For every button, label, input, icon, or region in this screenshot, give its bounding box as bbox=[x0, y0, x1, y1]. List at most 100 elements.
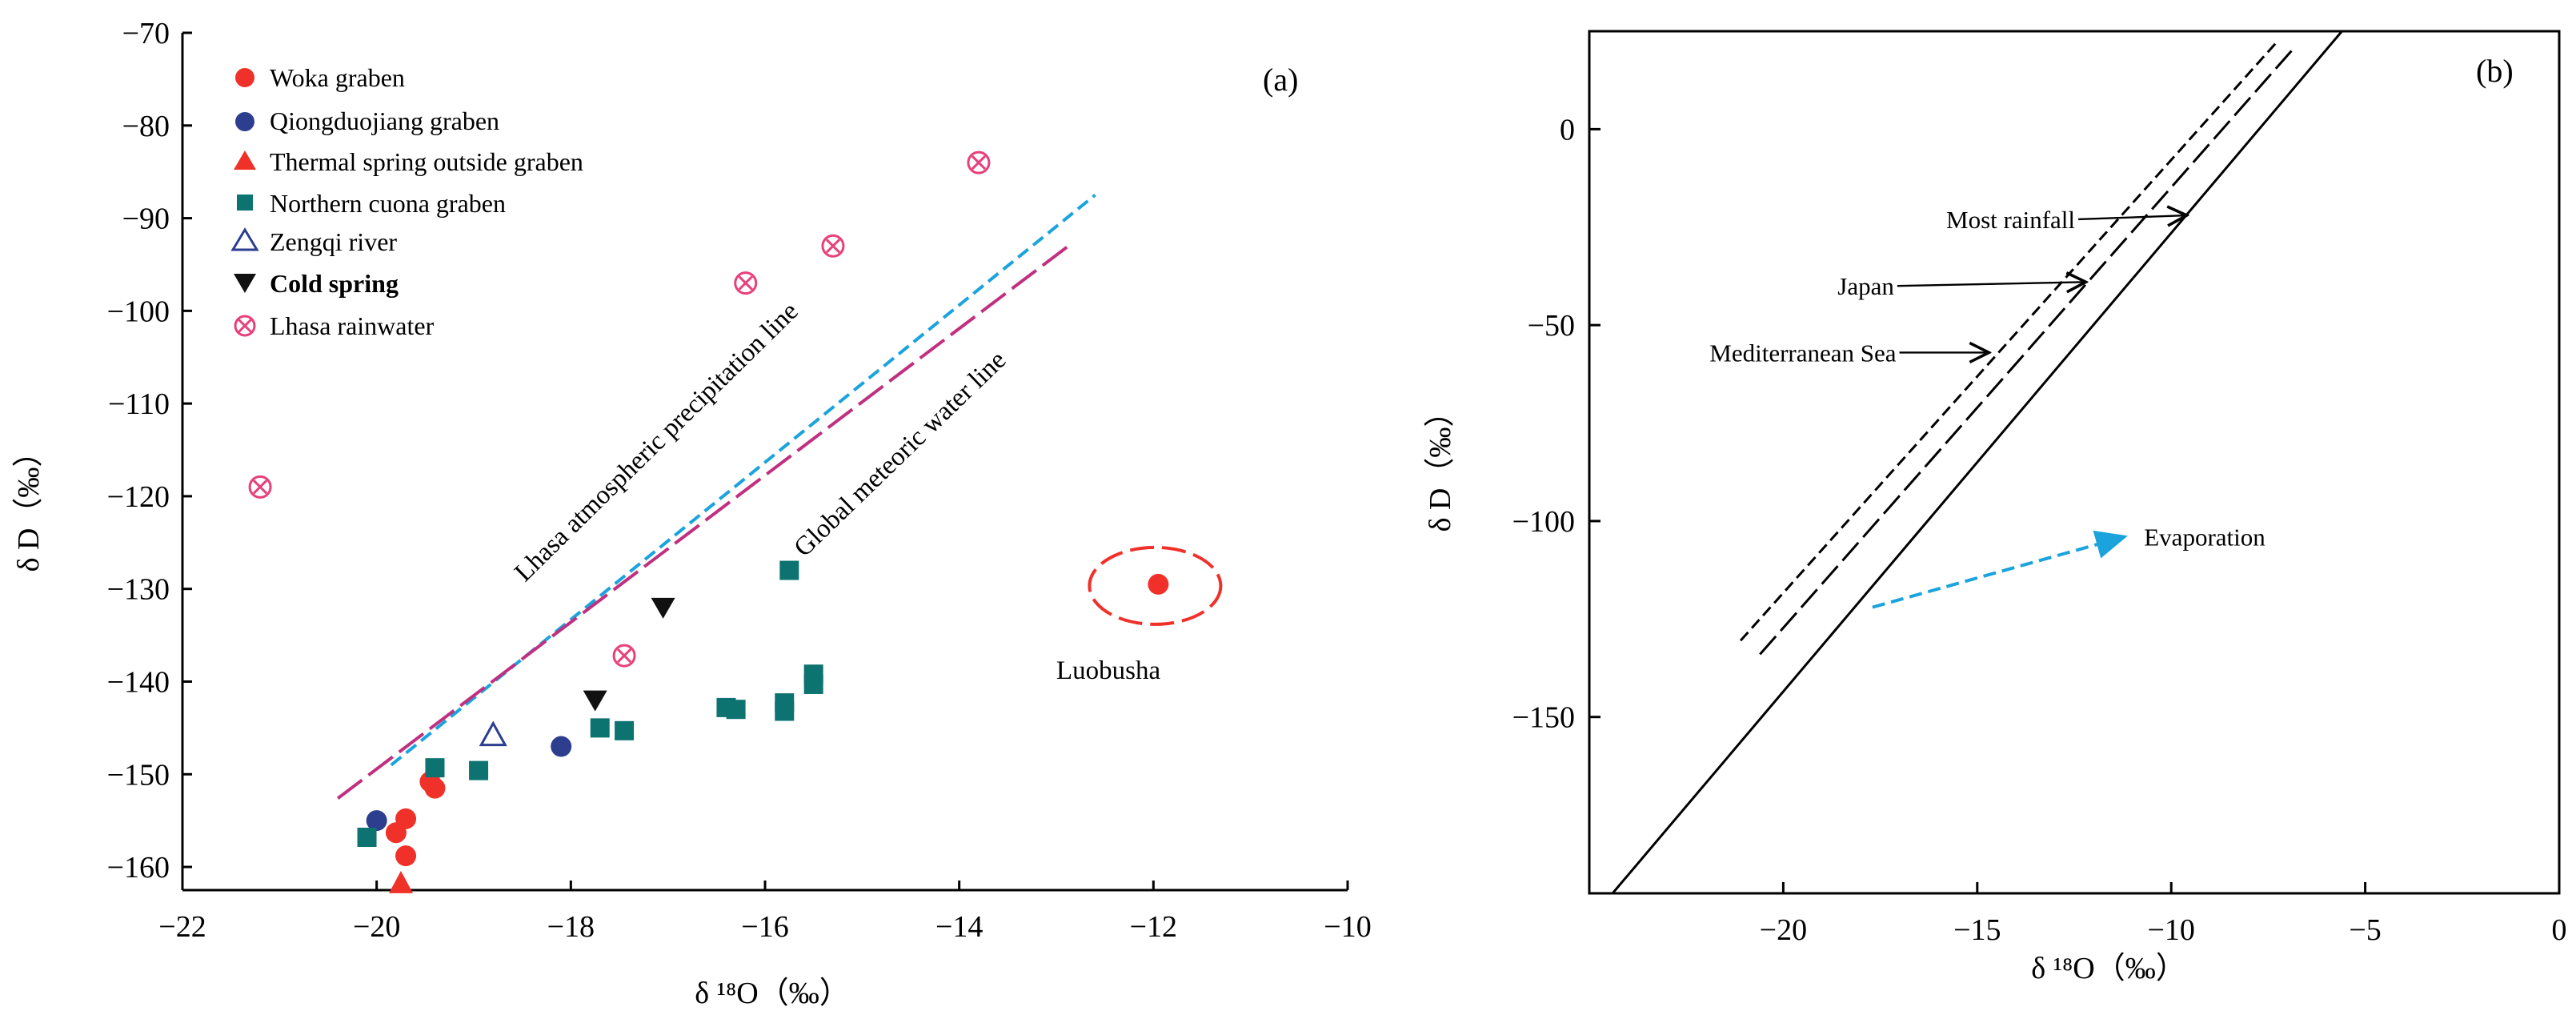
northern-cuona-graben-point bbox=[590, 718, 610, 738]
panel-b-y-tick-label: 0 bbox=[1560, 113, 1575, 146]
most-rainfall-arrow bbox=[2077, 215, 2187, 219]
panel-b: 0 −5 0 −100 −150 −20 −15 −10 −5 0 (b) δ D（‰） δ ¹… bbox=[1424, 30, 2567, 985]
panel-a-y-tick-label: −140 bbox=[107, 665, 170, 699]
luobusha-point bbox=[1148, 573, 1169, 595]
panel-a-y-ticks: −160 −150 −140 −130 −120 −110 −100 −90 −80 −70 bbox=[107, 17, 192, 885]
panel-b-label: (b) bbox=[2476, 53, 2514, 89]
northern-cuona-graben-point bbox=[726, 700, 746, 720]
northern-cuona-graben-point bbox=[357, 828, 377, 848]
woka-graben-point bbox=[395, 845, 417, 867]
northern-cuona-graben-point bbox=[803, 674, 823, 694]
panel-a-y-tick-label: −80 bbox=[122, 110, 170, 143]
cold-spring-point bbox=[583, 690, 607, 712]
lhasa-rainwater-point bbox=[967, 150, 991, 175]
qiongduojiang-graben-point bbox=[366, 810, 387, 832]
woka-graben-point bbox=[395, 808, 417, 829]
legend-northern-marker bbox=[237, 195, 253, 211]
panel-b-x-ticks: −20 −15 −10 −5 0 bbox=[1760, 882, 2567, 947]
northern-cuona-graben-point bbox=[469, 760, 489, 780]
legend-lhasa-rain-marker bbox=[234, 315, 256, 337]
panel-a-y-tick-label: −130 bbox=[107, 573, 170, 607]
woka-graben-point bbox=[424, 777, 446, 799]
evaporation-label: Evaporation bbox=[2144, 524, 2266, 552]
panel-a-label: (a) bbox=[1263, 62, 1298, 98]
legend-qiong-marker bbox=[235, 112, 254, 131]
northern-cuona-graben-point bbox=[425, 758, 445, 778]
panel-a-y-tick-label: −120 bbox=[107, 480, 170, 514]
panel-b-x-tick-label: −5 bbox=[2349, 913, 2381, 947]
legend: Woka graben Qiongduojiang graben Thermal… bbox=[230, 63, 583, 340]
panel-a-x-label: δ ¹⁸O（‰） bbox=[695, 977, 850, 1010]
evaporation-arrow bbox=[1872, 530, 2128, 609]
mediterranean-label: Mediterranean Sea bbox=[1709, 339, 1896, 367]
global-meteoric-water-line bbox=[336, 243, 1072, 800]
zengqi-river-point bbox=[479, 720, 507, 747]
legend-zengqi-marker bbox=[230, 227, 259, 251]
legend-woka-label: Woka graben bbox=[270, 63, 405, 92]
panel-a-y-tick-label: −90 bbox=[122, 203, 170, 236]
panel-b-x-tick-label: −20 bbox=[1760, 913, 1807, 947]
legend-woka: Woka graben bbox=[235, 63, 405, 92]
panel-a-x-tick-label: −10 bbox=[1324, 910, 1371, 944]
panel-a-x-ticks: −22 −20 −18 −16 −14 −12 −10 bbox=[158, 881, 1372, 944]
panel-a-x-tick-label: −14 bbox=[935, 910, 983, 944]
legend-cold-label: Cold spring bbox=[270, 269, 399, 298]
northern-cuona-graben-point bbox=[775, 701, 795, 721]
qiongduojiang-graben-point bbox=[551, 736, 572, 757]
most-rainfall-line bbox=[1611, 30, 2343, 894]
panel-a-y-tick-label: −70 bbox=[122, 17, 170, 50]
luobusha-ellipse bbox=[1088, 545, 1223, 626]
lhasa-rainwater-point bbox=[734, 271, 758, 295]
japan-line bbox=[1759, 50, 2293, 656]
northern-cuona-graben-point bbox=[615, 720, 635, 740]
panel-a-x-tick-label: −20 bbox=[353, 910, 400, 944]
most-rainfall-label: Most rainfall bbox=[1946, 206, 2075, 234]
panel-a-y-tick-label: −100 bbox=[107, 295, 170, 328]
legend-cold-marker bbox=[234, 274, 256, 293]
legend-zengqi-label: Zengqi river bbox=[270, 227, 397, 256]
luobusha-label: Luobusha bbox=[1056, 656, 1161, 685]
legend-thermal: Thermal spring outside graben bbox=[234, 147, 583, 176]
panel-a-y-tick-label: −150 bbox=[107, 758, 170, 792]
panel-b-frame bbox=[1588, 30, 2561, 895]
panel-a-x-tick-label: −12 bbox=[1130, 910, 1177, 944]
lhasa-line-label: Lhasa atmospheric precipitation line bbox=[509, 297, 803, 588]
legend-cold: Cold spring bbox=[234, 269, 399, 298]
panel-b-x-tick-label: 0 bbox=[2552, 913, 2567, 947]
panel-a-data-points bbox=[248, 150, 991, 893]
legend-thermal-label: Thermal spring outside graben bbox=[270, 147, 583, 176]
legend-northern: Northern cuona graben bbox=[237, 189, 506, 218]
panel-b-annotations: Most rainfall Japan Mediterranean Sea Ev… bbox=[1709, 206, 2266, 609]
lhasa-rainwater-point bbox=[612, 644, 636, 668]
legend-qiong: Qiongduojiang graben bbox=[235, 106, 499, 135]
lhasa-rainwater-point bbox=[248, 475, 272, 499]
gmwl-line-label: Global meteoric water line bbox=[789, 346, 1012, 563]
panel-a: −160 −150 −140 −130 −120 −110 −100 −90 −80 −70 −2… bbox=[12, 17, 1372, 1010]
legend-woka-marker bbox=[235, 68, 254, 87]
panel-b-x-tick-label: −10 bbox=[2147, 913, 2194, 947]
legend-thermal-marker bbox=[234, 150, 256, 170]
panel-b-x-label: δ ¹⁸O（‰） bbox=[2031, 952, 2186, 985]
legend-lhasa-rain-label: Lhasa rainwater bbox=[270, 311, 435, 340]
panel-a-y-tick-label: −110 bbox=[108, 387, 170, 421]
panel-b-y-label: δ D（‰） bbox=[1424, 397, 1457, 532]
panel-b-x-tick-label: −15 bbox=[1953, 913, 2001, 947]
luobusha-annotation: Luobusha bbox=[1056, 545, 1223, 685]
legend-zengqi: Zengqi river bbox=[230, 227, 397, 256]
northern-cuona-graben-point bbox=[779, 560, 799, 580]
lhasa-precipitation-line bbox=[390, 194, 1096, 767]
panel-a-y-label: δ D（‰） bbox=[12, 437, 46, 572]
legend-northern-label: Northern cuona graben bbox=[270, 189, 506, 218]
panel-b-y-tick-label: −100 bbox=[1512, 505, 1575, 539]
legend-lhasa-rain: Lhasa rainwater bbox=[234, 311, 435, 340]
lhasa-rainwater-point bbox=[821, 234, 845, 258]
panel-a-x-tick-label: −18 bbox=[547, 910, 595, 944]
japan-arrow bbox=[1897, 282, 2086, 286]
panel-a-x-tick-label: −22 bbox=[158, 910, 206, 944]
panel-b-y-ticks: 0 −50 −100 −150 bbox=[1512, 113, 1600, 735]
panel-a-y-tick-label: −160 bbox=[107, 851, 170, 885]
legend-qiong-label: Qiongduojiang graben bbox=[270, 106, 499, 135]
panel-a-x-tick-label: −16 bbox=[741, 910, 788, 944]
panel-b-y-tick-label: −150 bbox=[1512, 701, 1575, 735]
